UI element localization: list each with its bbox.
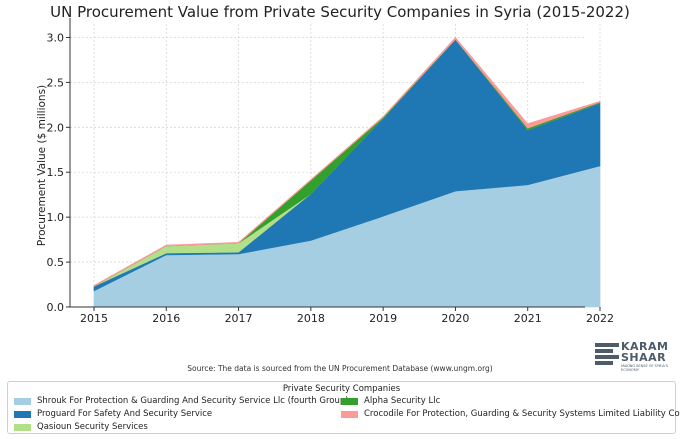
- y-tick-label: 1.0: [47, 211, 65, 224]
- legend-swatch: [14, 423, 31, 431]
- legend-swatch: [341, 410, 358, 418]
- legend-item-1: Shrouk For Protection & Guarding And Sec…: [14, 396, 349, 406]
- x-tick-label: 2018: [297, 312, 325, 325]
- legend-label: Shrouk For Protection & Guarding And Sec…: [37, 396, 349, 406]
- legend-label: Crocodile For Protection, Guarding & Sec…: [364, 409, 680, 419]
- legend-swatch: [14, 397, 31, 405]
- legend-swatch: [341, 397, 358, 405]
- y-tick-label: 0.5: [47, 256, 65, 269]
- legend-label: Alpha Security Llc: [364, 396, 441, 406]
- legend-title: Private Security Companies: [282, 384, 401, 394]
- legend-item-4: Alpha Security Llc: [341, 396, 440, 406]
- source-note: Source: The data is sourced from the UN …: [187, 364, 493, 373]
- x-tick-label: 2019: [369, 312, 397, 325]
- chart-title: UN Procurement Value from Private Securi…: [50, 3, 630, 21]
- legend-swatch: [14, 410, 31, 418]
- legend-item-2: Proguard For Safety And Security Service: [14, 409, 212, 419]
- chart-svg: UN Procurement Value from Private Securi…: [36, 3, 630, 325]
- logo-wordmark: KARAM SHAAR: [621, 341, 668, 363]
- area-series: [93, 37, 601, 308]
- legend-item-5: Crocodile For Protection, Guarding & Sec…: [341, 409, 680, 419]
- legend: Private Security Companies Shrouk For Pr…: [7, 381, 680, 434]
- y-tick-label: 0.0: [47, 301, 65, 314]
- karam-shaar-logo: KARAM SHAAR MAKING SENSE OF SYRIA'S ECON…: [595, 341, 675, 373]
- x-tick-label: 2020: [441, 312, 469, 325]
- y-tick-label: 2.5: [47, 76, 65, 89]
- y-axis-label: Procurement Value ($ millions): [36, 85, 48, 246]
- logo-tagline: MAKING SENSE OF SYRIA'S ECONOMY: [621, 364, 669, 372]
- x-tick-label: 2016: [152, 312, 180, 325]
- x-tick-label: 2022: [586, 312, 614, 325]
- logo-bars-icon: [595, 343, 619, 371]
- y-tick-labels: 0.0 0.5 1.0 1.5 2.0 2.5 3.0: [47, 31, 70, 314]
- y-tick-label: 2.0: [47, 121, 65, 134]
- axes: [69, 18, 585, 308]
- logo-line2: SHAAR: [621, 351, 667, 364]
- logo-line1: KARAM: [621, 340, 669, 353]
- x-tick-label: 2021: [514, 312, 542, 325]
- y-tick-label: 3.0: [47, 31, 65, 44]
- y-tick-label: 1.5: [47, 166, 65, 179]
- legend-label: Qasioun Security Services: [37, 422, 148, 432]
- x-tick-label: 2015: [80, 312, 108, 325]
- x-tick-labels: 2015 2016 2017 2018 2019 2020 2021 2022: [80, 307, 614, 325]
- legend-item-3: Qasioun Security Services: [14, 422, 148, 432]
- x-tick-label: 2017: [225, 312, 253, 325]
- area-series-5: [93, 37, 601, 287]
- legend-label: Proguard For Safety And Security Service: [37, 409, 213, 419]
